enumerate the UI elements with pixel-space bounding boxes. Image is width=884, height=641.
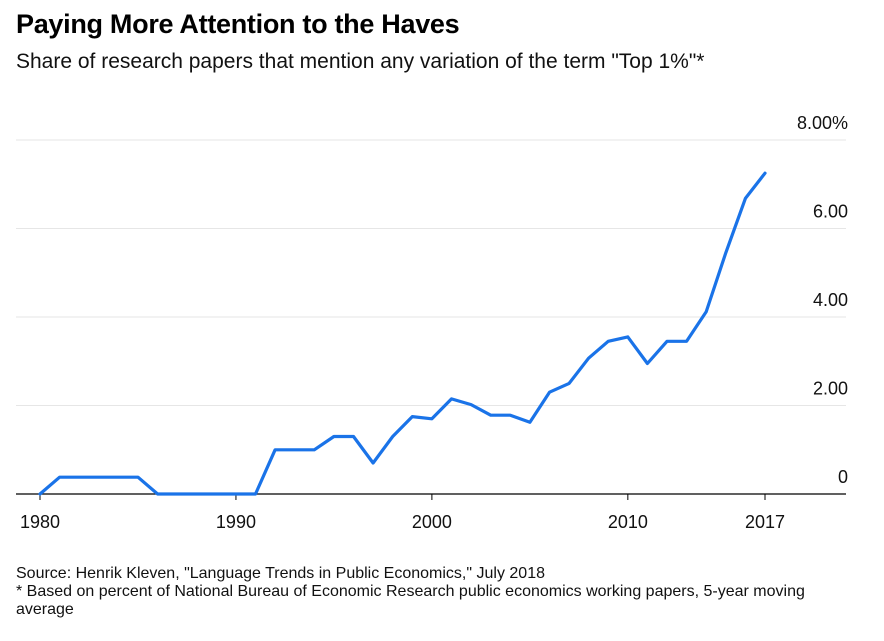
y-axis: 0 2.00 4.00 6.00 8.00% bbox=[797, 113, 848, 487]
x-tick-label: 2010 bbox=[608, 512, 648, 532]
x-tick-label: 1990 bbox=[216, 512, 256, 532]
x-tick-label: 2000 bbox=[412, 512, 452, 532]
line-chart: 1980 1990 2000 2010 2017 0 2.00 4.00 6.00 8.00% bbox=[16, 113, 848, 532]
y-tick-label: 6.00 bbox=[813, 202, 848, 222]
y-tick-label: 4.00 bbox=[813, 290, 848, 310]
x-tick-label: 1980 bbox=[20, 512, 60, 532]
y-tick-label: 2.00 bbox=[813, 379, 848, 399]
methodology-note: * Based on percent of National Bureau of… bbox=[16, 583, 805, 618]
source-note: Source: Henrik Kleven, "Language Trends … bbox=[16, 565, 545, 582]
gridlines bbox=[16, 139, 846, 406]
y-tick-label: 0 bbox=[838, 467, 848, 487]
footnotes: Source: Henrik Kleven, "Language Trends … bbox=[16, 565, 866, 619]
series-line bbox=[38, 171, 767, 496]
chart-title: Paying More Attention to the Haves bbox=[16, 9, 460, 39]
series-layer bbox=[38, 171, 767, 496]
chart-subtitle: Share of research papers that mention an… bbox=[16, 50, 705, 73]
x-tick-label: 2017 bbox=[745, 512, 785, 532]
x-axis: 1980 1990 2000 2010 2017 bbox=[16, 493, 846, 532]
y-tick-label: 8.00% bbox=[797, 113, 848, 133]
